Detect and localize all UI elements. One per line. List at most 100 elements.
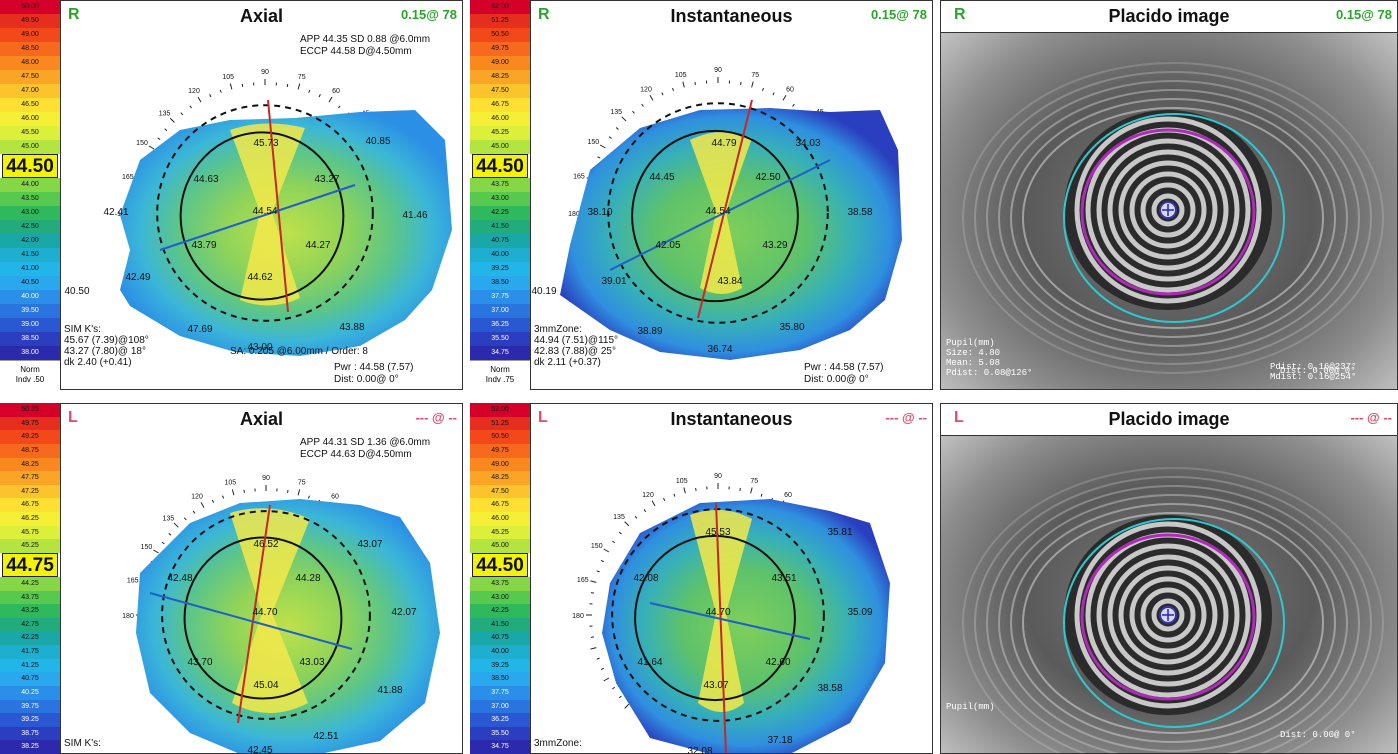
scale-step: 48.25 [470,70,530,84]
angle-label: 105 [222,74,234,81]
corner-readout: 0.15@ 78 [870,7,927,22]
curvature-value: 42.50 [755,172,780,183]
info_top-line: APP 44.31 SD 1.36 @6.0mm [300,437,431,448]
scale-step: 41.50 [470,220,530,234]
scale-step: 43.00 [470,590,530,605]
scale-indv-label: Indv .75 [485,375,515,384]
distance-readout: Dist: 0.00@ 0° [1280,366,1356,376]
curvature-value: 32.08 [687,746,712,754]
eye-label: R [538,6,550,23]
curvature-value: 44.63 [193,174,218,185]
angle-label: 120 [640,86,652,93]
angle-label: 135 [163,515,175,522]
curvature-value: 43.29 [762,240,787,251]
sim-line: dk 2.11 (+0.37) [534,357,601,368]
scale-step: 44.00 [0,178,60,192]
scale-step: 44.25 [0,576,60,591]
map-title: Axial [239,409,284,429]
scale-step: 41.50 [470,617,530,632]
scale-step: 50.25 [0,403,60,417]
sa-readout: SA: 0.205 @6.00mm / Order: 8 [230,346,368,357]
corner-readout: --- @ -- [1350,410,1392,425]
scale-step: 45.75 [0,525,60,540]
scale-step: 43.00 [470,192,530,206]
curvature-value: 43.03 [299,657,324,668]
curvature-value: 43.70 [187,657,212,668]
scale-step: 41.00 [0,262,60,276]
scale-step: 48.25 [0,457,60,472]
zone-ring-dashed [607,102,829,324]
scale-step: 39.00 [0,318,60,332]
scale-step: 48.00 [0,56,60,70]
corner-readout: --- @ -- [885,410,927,425]
eye-label: L [954,409,964,426]
pupil-stat: Pupil(mm) [946,338,995,348]
curvature-value: 34.03 [795,138,820,149]
sim-line: SIM K's: [64,324,101,335]
bowtie-lobe [232,613,308,713]
map-title: Placido image [1108,409,1230,429]
curvature-value: 45.73 [253,138,278,149]
panel-left-placido: LL Placido image --- @ -- Dist: 0.00@ 0° Pup… [940,403,1398,754]
scale-step: 49.25 [0,430,60,444]
scale-step: 52.00 [470,403,530,417]
corner-readout: --- @ -- [415,410,457,425]
scale-step: 46.75 [470,98,530,112]
scale-step: 49.75 [470,443,530,458]
sim-line: 3mmZone: [534,738,582,749]
scale-step: 38.00 [0,346,60,360]
color-scale: 52.00 51.25 50.50 49.75 49.00 48.25 47.50 46.75… [470,0,530,390]
curvature-value: 43.84 [717,276,742,287]
pupil-outline [1080,533,1256,701]
curvature-value: 44.54 [705,206,730,217]
panel-left-instantaneous: 015304560759010512013515016518045.5342.0… [470,403,933,754]
angle-label: 60 [332,88,340,95]
scale-step: 38.50 [470,276,530,290]
curvature-value: 43.00 [247,342,272,353]
topography-map: 015304560759010512013515016518045.5342.0… [572,473,890,754]
scale-center-value: 44.50 [472,154,528,178]
flat-axis-line [649,602,811,640]
steep-axis-line [697,99,753,319]
scale-step: 49.00 [0,28,60,42]
scale-step: 42.25 [0,631,60,645]
color-scale: 50.25 49.75 49.25 48.75 48.25 47.75 47.25 46.75… [0,403,60,754]
color-scale: 50.00 49.50 49.00 48.50 48.00 47.50 47.00 46.50… [0,0,60,390]
scale-step: 46.75 [0,498,60,512]
scale-step: 38.50 [0,332,60,346]
scale-step: 41.50 [0,248,60,262]
scale-step: 47.00 [0,84,60,98]
scale-step: 43.00 [0,206,60,220]
scale-step: 50.00 [0,0,60,14]
curvature-value: 37.18 [767,735,792,746]
pupil-stat: Size: 4.80 [946,348,1001,358]
pupil-stat: Mean: 5.08 [946,358,1001,368]
scale-step: 40.25 [0,685,60,700]
scale-step: 49.50 [0,14,60,28]
steep-axis-line [715,502,727,754]
angle-label: 75 [298,74,306,81]
scale-step: 40.50 [0,276,60,290]
distance-readout: Dist: 0.00@ 0° [334,374,399,385]
curvature-map [602,499,890,754]
curvature-value: 44.45 [649,172,674,183]
power-readout: Pwr : 44.58 (7.57) [804,362,884,373]
scale-step: 43.25 [0,604,60,618]
scale-step: 46.25 [0,512,60,526]
zone-ring-dashed [611,508,825,722]
scale-step: 42.25 [470,206,530,220]
angle-label: 90 [714,67,722,74]
angle-label: 105 [676,478,688,485]
topography-map: 015304560759010512013515016518044.7944.4… [531,67,902,360]
scale-step: 52.00 [470,0,530,14]
eye-label: R [68,6,80,23]
map-title: Instantaneous [670,6,793,26]
zone-ring-dashed [161,510,371,720]
angle-label: 180 [572,613,584,620]
scale-step: 39.50 [0,304,60,318]
angle-label: 165 [577,577,589,584]
pupil-ring [179,131,345,301]
scale-step: 47.25 [0,484,60,499]
distance-readout: Dist: 0.00@ 0° [1280,730,1356,740]
distance-readout: Dist: 0.00@ 0° [804,374,869,385]
